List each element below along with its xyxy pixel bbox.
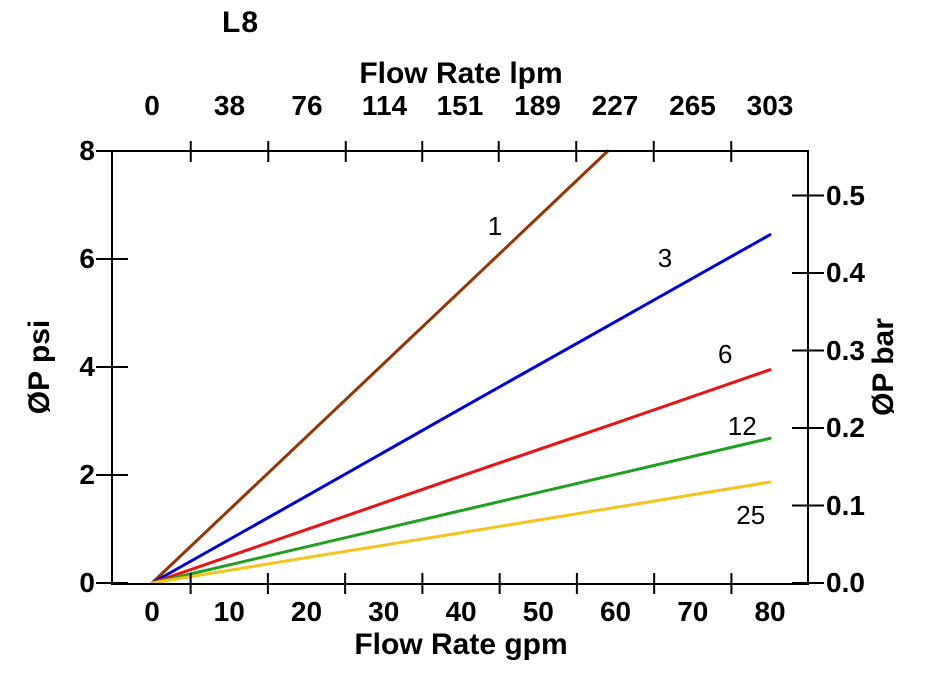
curve-label-3: 3: [657, 242, 673, 273]
top-tick-label: 76: [291, 90, 323, 121]
curve-1: [150, 149, 610, 585]
bottom-tick-label: 10: [213, 596, 245, 627]
top-axis-label: Flow Rate lpm: [359, 57, 563, 90]
left-tick-label: 0: [79, 567, 95, 598]
right-tick-label: 0.5: [826, 179, 865, 211]
top-tick-label: 189: [514, 90, 561, 121]
bottom-tick-label: 30: [368, 596, 400, 627]
left-tick-label: 8: [79, 135, 95, 166]
right-tick-label: 0.2: [826, 412, 865, 443]
curve-25: [150, 480, 772, 585]
bottom-tick-label: 0: [144, 596, 160, 627]
top-tick-label: 38: [213, 90, 246, 121]
chart-title: L8: [222, 6, 260, 39]
bottom-tick-label: 40: [445, 596, 477, 627]
right-tick-label: 0.1: [826, 489, 865, 521]
bottom-axis-label: Flow Rate gpm: [354, 628, 568, 661]
bottom-tick-label: 60: [599, 596, 632, 627]
curve-12: [150, 436, 772, 585]
top-tick-label: 114: [361, 90, 408, 121]
top-tick-label: 265: [669, 90, 716, 121]
right-tick-label: 0.3: [826, 334, 865, 366]
curve-6: [150, 368, 772, 585]
top-tick-label: 227: [591, 90, 639, 121]
curve-label-6: 6: [717, 339, 733, 370]
bottom-tick-label: 20: [290, 596, 323, 627]
bottom-tick-label: 50: [522, 596, 554, 627]
curve-label-12: 12: [727, 410, 757, 441]
bottom-tick-label: 70: [677, 596, 709, 627]
top-tick-label: 0: [144, 90, 160, 121]
left-tick-label: 2: [79, 459, 95, 490]
right-tick-label: 0.4: [826, 257, 865, 288]
curve-label-1: 1: [487, 211, 503, 242]
bottom-tick-label: 80: [754, 596, 786, 627]
curve-label-25: 25: [736, 499, 766, 530]
left-tick-label: 6: [79, 243, 95, 274]
top-tick-label: 151: [436, 90, 484, 121]
right-tick-label: 0.0: [826, 567, 865, 598]
curve-3: [150, 233, 772, 585]
top-tick-label: 303: [746, 90, 794, 121]
plot-frame: [111, 150, 809, 585]
left-tick-label: 4: [79, 351, 95, 382]
